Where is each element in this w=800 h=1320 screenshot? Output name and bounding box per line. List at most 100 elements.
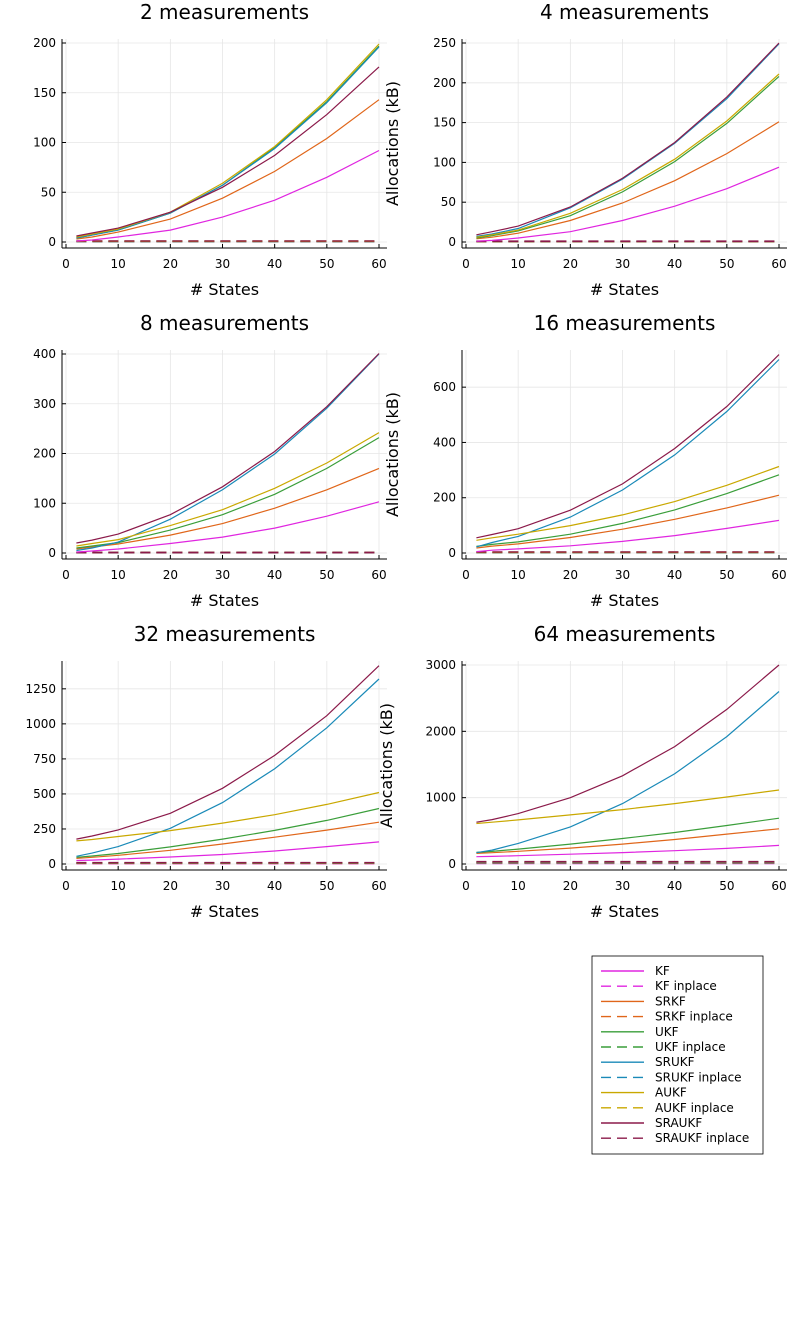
x-tick-label: 60: [371, 568, 386, 582]
series-line-aukf: [476, 73, 780, 238]
series-line-aukf: [476, 789, 780, 825]
y-tick-label: 3000: [425, 658, 456, 672]
x-tick-label: 30: [615, 257, 630, 271]
x-tick-label: 50: [319, 879, 334, 893]
series-line-sraukf: [476, 354, 780, 539]
x-tick-label: 20: [163, 879, 178, 893]
series-line-srkf: [476, 828, 780, 854]
y-tick-label: 500: [33, 787, 56, 801]
series-line-srkf: [476, 121, 780, 240]
x-tick-label: 50: [319, 257, 334, 271]
series-line-ukf: [476, 75, 780, 239]
x-tick-label: 40: [667, 879, 682, 893]
series-line-kf: [76, 501, 380, 553]
y-tick-label: 0: [448, 235, 456, 249]
y-tick-label: 400: [33, 347, 56, 361]
series-line-srukf: [476, 43, 780, 237]
y-tick-label: 1000: [25, 717, 56, 731]
chart-title: 64 measurements: [534, 622, 716, 646]
legend-label: UKF inplace: [655, 1040, 726, 1054]
y-tick-label: 50: [41, 185, 56, 199]
x-tick-label: 10: [511, 879, 526, 893]
x-tick-label: 40: [267, 879, 282, 893]
series-line-ukf: [476, 474, 780, 547]
legend-label: KF inplace: [655, 979, 717, 993]
series-line-srkf: [76, 821, 380, 859]
legend-label: AUKF inplace: [655, 1101, 734, 1115]
x-tick-label: 20: [563, 568, 578, 582]
chart-title: 4 measurements: [540, 0, 709, 24]
legend-label: SRAUKF: [655, 1116, 702, 1130]
y-tick-label: 600: [433, 380, 456, 394]
y-tick-label: 50: [441, 195, 456, 209]
y-tick-label: 1000: [425, 791, 456, 805]
series-line-kf: [476, 166, 780, 242]
series-line-kf: [76, 149, 380, 242]
x-tick-label: 20: [163, 568, 178, 582]
x-axis-label: # States: [590, 280, 659, 299]
y-tick-label: 400: [433, 435, 456, 449]
series-line-srkf: [476, 494, 780, 549]
y-tick-label: 100: [33, 496, 56, 510]
x-tick-label: 50: [319, 568, 334, 582]
x-tick-label: 30: [215, 568, 230, 582]
legend-label: SRKF inplace: [655, 1010, 733, 1024]
series-line-ukf: [76, 807, 380, 858]
x-tick-label: 0: [462, 879, 470, 893]
x-tick-label: 50: [719, 257, 734, 271]
y-tick-label: 2000: [425, 724, 456, 738]
x-tick-label: 50: [719, 568, 734, 582]
chart-panel: 0 10 20 30 40 50 60 0 1000 2000 3000 64 measurement…: [377, 622, 787, 921]
series-line-sraukf: [76, 665, 380, 840]
series-line-srukf: [76, 353, 380, 552]
x-tick-label: 60: [371, 879, 386, 893]
x-tick-label: 60: [771, 568, 786, 582]
y-tick-label: 200: [33, 447, 56, 461]
series-line-ukf: [76, 437, 380, 549]
x-axis-label: # States: [590, 591, 659, 610]
x-tick-label: 10: [111, 568, 126, 582]
y-tick-label: 750: [33, 752, 56, 766]
x-tick-label: 10: [511, 568, 526, 582]
chart-title: 8 measurements: [140, 311, 309, 335]
y-tick-label: 0: [48, 857, 56, 871]
x-tick-label: 0: [62, 568, 70, 582]
y-tick-label: 0: [48, 235, 56, 249]
y-tick-label: 0: [48, 546, 56, 560]
y-tick-label: 0: [448, 546, 456, 560]
x-axis-label: # States: [190, 902, 259, 921]
legend-label: SRKF: [655, 994, 686, 1008]
x-axis-label: # States: [190, 591, 259, 610]
y-tick-label: 300: [33, 397, 56, 411]
chart-title: 2 measurements: [140, 0, 309, 24]
series-line-kf: [76, 841, 380, 862]
series-line-sraukf: [476, 664, 780, 823]
legend-label: SRUKF inplace: [655, 1070, 742, 1084]
y-tick-label: 250: [433, 36, 456, 50]
x-tick-label: 0: [62, 879, 70, 893]
series-line-srkf: [76, 99, 380, 240]
x-tick-label: 0: [462, 568, 470, 582]
chart-panel: 0 10 20 30 40 50 60 0 100 200 300 400 8 measurements…: [33, 311, 387, 610]
y-tick-label: 100: [33, 136, 56, 150]
series-line-aukf: [76, 43, 380, 238]
x-tick-label: 40: [667, 568, 682, 582]
y-axis-label: Allocations (kB): [383, 392, 402, 517]
x-tick-label: 20: [563, 879, 578, 893]
legend-box: [591, 955, 764, 1155]
x-tick-label: 20: [563, 257, 578, 271]
y-tick-label: 200: [433, 491, 456, 505]
x-tick-label: 20: [163, 257, 178, 271]
y-tick-label: 150: [433, 116, 456, 130]
chart-panel: 0 10 20 30 40 50 60 0 250 500 750 1000 1250 32 measur…: [25, 622, 387, 921]
legend-label: AUKF: [655, 1086, 687, 1100]
y-tick-label: 200: [33, 36, 56, 50]
y-axis-label: Allocations (kB): [377, 703, 396, 828]
x-tick-label: 50: [719, 879, 734, 893]
x-tick-label: 10: [111, 879, 126, 893]
series-line-kf: [476, 519, 780, 553]
legend-label: SRUKF: [655, 1055, 695, 1069]
y-tick-label: 1250: [25, 682, 56, 696]
